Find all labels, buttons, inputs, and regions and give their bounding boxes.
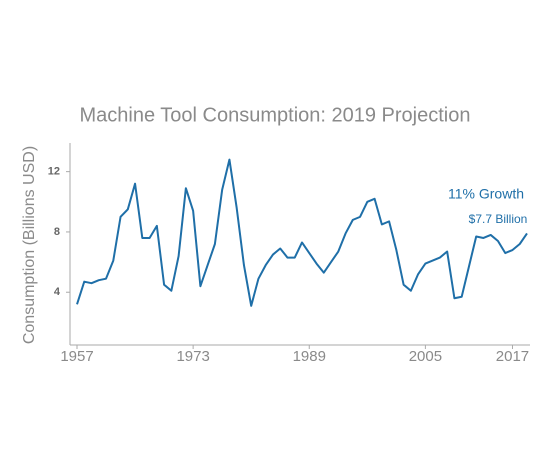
annotation: 11% Growth <box>448 186 524 202</box>
y-tick-label: 8 <box>54 226 60 238</box>
x-tick-label: 1973 <box>176 348 209 365</box>
x-tick-label: 1989 <box>293 348 326 365</box>
x-tick-label: 2005 <box>409 348 442 365</box>
data-line <box>76 158 528 307</box>
annotation: $7.7 Billion <box>469 212 528 226</box>
y-tick-label: 12 <box>48 166 60 178</box>
chart-title: Machine Tool Consumption: 2019 Projectio… <box>80 104 471 126</box>
x-tick-label: 1957 <box>60 348 93 365</box>
x-tick-label: 2017 <box>496 348 529 365</box>
y-axis-label: Consumption (Billions USD) <box>21 146 38 344</box>
y-tick-label: 4 <box>54 286 61 298</box>
